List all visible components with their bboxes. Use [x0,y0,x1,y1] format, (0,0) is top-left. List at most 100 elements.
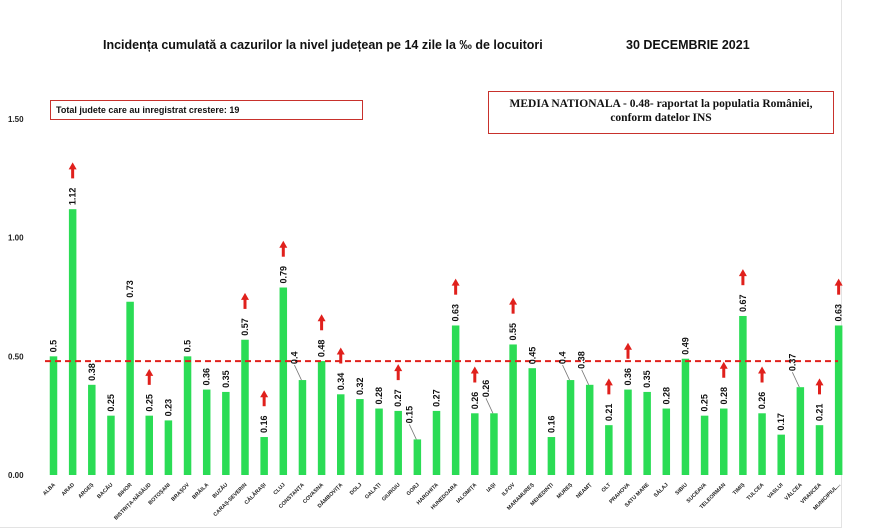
x-tick-label: SĂLAJ [652,481,669,498]
bar [471,413,479,475]
value-label: 0.28 [719,387,729,405]
bar [720,408,728,475]
increase-arrow-shaft [71,168,75,179]
bar [528,368,536,475]
bar [700,415,709,475]
x-tick-label: ILFOV [501,482,517,498]
value-label: 0.38 [87,363,97,381]
increase-arrow-head [145,368,154,376]
increase-arrow-head [470,366,479,374]
value-label: 0.57 [240,318,250,336]
x-tick-label: IAȘI [486,482,498,494]
label-leader-line [408,424,417,440]
bar [375,408,383,475]
value-label: 0.63 [451,304,461,322]
value-label: 0.27 [432,389,442,407]
value-label: 0.67 [738,294,748,312]
x-tick-label: ARGEȘ [77,482,95,500]
bar [107,415,115,475]
value-label: 0.4 [558,352,568,365]
x-tick-label: BACĂU [96,481,115,500]
x-tick-label: CLUJ [273,482,287,496]
x-tick-label: MUREȘ [556,482,574,500]
y-tick-label: 1.50 [8,115,24,124]
value-label: 0.55 [508,323,518,341]
value-label: 0.73 [125,280,135,298]
x-tick-label: ALBA [42,482,57,497]
bar [681,358,690,475]
label-leader-line [581,369,590,385]
bar [796,387,805,475]
increase-arrow-shaft [511,303,515,314]
national-average-box: MEDIA NATIONALA - 0.48- raportat la popu… [488,91,834,134]
x-tick-label: GIURGIU [381,482,402,503]
national-average-line2: conform datelor INS [610,112,712,124]
increase-arrow-shaft [281,246,285,257]
x-tick-label: OLT [601,482,613,494]
x-tick-label: SIBIU [674,482,688,496]
value-label: 0.35 [642,370,652,388]
bar [298,380,307,475]
x-tick-label: TULCEA [746,482,766,502]
increase-arrow-shaft [760,372,764,383]
bar [547,437,556,475]
bar [834,325,843,475]
increase-arrow-shaft [262,396,266,407]
increase-arrow-head [834,278,843,286]
bar [394,410,402,475]
increase-arrow-shaft [473,372,477,383]
y-tick-label: 0.00 [8,471,24,480]
increase-arrow-shaft [626,348,630,359]
increase-arrow-shaft [741,275,745,286]
increase-arrow-head [738,269,747,277]
value-label: 0.36 [623,368,633,386]
bar [585,384,594,475]
bar [164,420,173,475]
value-label: 0.17 [776,413,786,431]
bar [88,384,96,475]
bar [145,415,153,475]
bar [413,439,422,475]
y-tick-label: 1.00 [8,234,24,243]
value-label: 0.38 [577,351,587,369]
bar [758,413,766,475]
bar [126,301,134,475]
value-label: 0.25 [106,394,116,412]
value-label: 0.48 [317,340,327,358]
increase-arrow-head [758,366,767,374]
bar [68,209,77,476]
value-label: 0.37 [787,354,797,372]
value-labels: 0.5 1.12 0.38 0.25 0.73 0.25 0.23 0.5 0.36 0.35 0.… [49,188,844,440]
value-label: 0.26 [757,392,767,410]
increase-count-box: Total judete care au inregistrat crester… [50,100,363,120]
bar [432,410,441,475]
increase-arrow-shaft [837,284,841,295]
bars [49,209,843,476]
bar [662,408,671,475]
value-label: 0.49 [680,337,690,355]
label-leader-line [485,398,494,414]
x-tick-label: BUZĂU [211,481,229,499]
bar [451,325,460,475]
x-tick-label: ARAD [61,482,76,497]
increase-arrow-shaft [722,367,726,378]
increase-arrow-shaft [396,370,400,381]
x-tick-label: GORJ [406,482,421,497]
increase-arrow-head [336,347,345,355]
value-label: 0.16 [546,415,556,433]
bar [222,391,230,475]
label-leader-line [562,364,570,381]
bar [566,380,575,475]
value-label: 0.25 [144,394,154,412]
increase-arrow-shaft [454,284,458,295]
value-label: 0.26 [470,392,480,410]
increase-arrow-shaft [818,384,821,395]
value-label: 0.5 [49,340,59,353]
increase-arrow-head [815,378,824,386]
increase-arrow-shaft [339,353,343,364]
bar [624,389,632,475]
bar [490,413,498,475]
y-axis: 0.00 0.50 1.00 1.50 [8,115,24,480]
increase-arrow-head [279,240,288,248]
